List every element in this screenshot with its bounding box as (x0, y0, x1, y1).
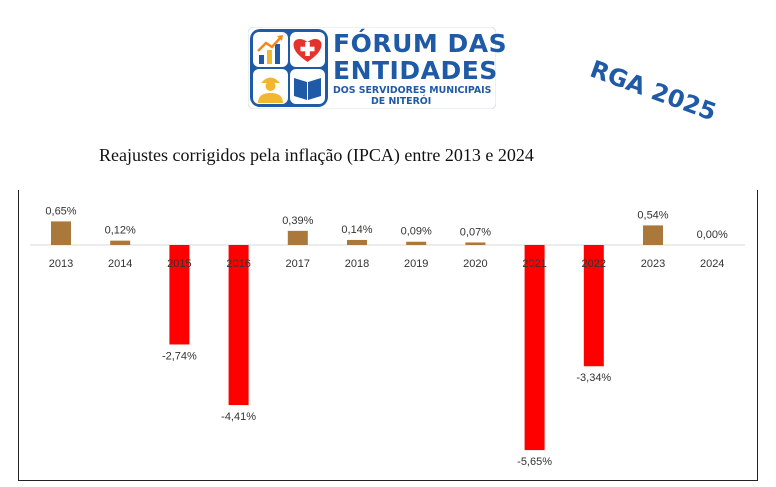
data-label-2021: -5,65% (517, 456, 552, 468)
data-label-2016: -4,41% (221, 411, 256, 423)
data-label-2022: -3,34% (576, 372, 611, 384)
x-tick-label-2018: 2018 (345, 258, 369, 270)
data-label-2013: 0,65% (45, 205, 76, 217)
x-tick-label-2016: 2016 (226, 258, 250, 270)
data-label-2018: 0,14% (341, 224, 372, 236)
logo-line-1: FÓRUM DAS (333, 29, 508, 58)
chart-frame (18, 190, 758, 481)
bar-2022 (583, 245, 604, 367)
data-label-2017: 0,39% (282, 215, 313, 227)
bar-2021 (524, 245, 545, 451)
x-tick-label-2017: 2017 (286, 258, 310, 270)
bar-2020 (465, 242, 486, 245)
worker-icon (253, 69, 288, 104)
x-tick-label-2021: 2021 (522, 258, 546, 270)
data-label-2019: 0,09% (401, 226, 432, 238)
x-tick-label-2022: 2022 (582, 258, 606, 270)
book-icon (290, 69, 325, 104)
data-label-2014: 0,12% (105, 225, 136, 237)
logo-wordmark: FÓRUM DAS ENTIDADES DOS SERVIDORES MUNIC… (333, 30, 507, 107)
chart-title: Reajustes corrigidos pela inflação (IPCA… (99, 145, 534, 165)
data-label-2015: -2,74% (162, 350, 197, 362)
bar-2013 (51, 221, 71, 245)
x-tick-label-2024: 2024 (700, 258, 724, 270)
x-tick-label-2020: 2020 (463, 258, 487, 270)
bar-2019 (406, 241, 427, 245)
heart-cross-icon (290, 32, 325, 67)
x-tick-label-2023: 2023 (641, 258, 665, 270)
x-tick-label-2014: 2014 (108, 258, 132, 270)
logo-graphic (247, 26, 497, 110)
x-tick-label-2019: 2019 (404, 258, 428, 270)
data-label-2020: 0,07% (460, 226, 491, 238)
x-tick-label-2015: 2015 (167, 258, 191, 270)
bar-2017 (287, 230, 308, 245)
data-label-2023: 0,54% (637, 209, 668, 221)
bar-2023 (643, 225, 663, 245)
bar-2015 (169, 245, 190, 345)
data-label-2024: 0,00% (697, 229, 728, 241)
logo-line-3: DOS SERVIDORES MUNICIPAIS (333, 85, 492, 96)
x-tick-label-2013: 2013 (49, 258, 73, 270)
forum-logo (247, 26, 497, 110)
bar-2014 (110, 240, 131, 245)
bar-2018 (347, 239, 367, 245)
chart-growth-icon (253, 32, 288, 67)
logo-line-2: ENTIDADES (333, 56, 498, 85)
logo-line-4: DE NITERÓI (371, 96, 432, 107)
bar-2016 (228, 245, 249, 406)
